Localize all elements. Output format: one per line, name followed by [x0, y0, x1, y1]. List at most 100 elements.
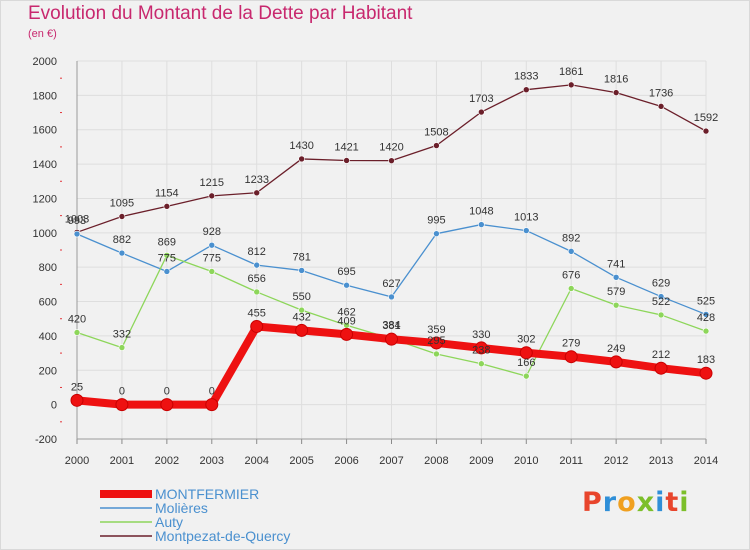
data-point: [340, 327, 354, 341]
data-point: [567, 81, 575, 89]
data-label: 462: [337, 306, 355, 318]
data-label: 249: [607, 343, 625, 355]
y-tick-label: -200: [35, 434, 57, 446]
data-label: 1592: [694, 112, 718, 124]
data-point: [522, 372, 530, 380]
data-point: [612, 301, 620, 309]
data-label: 775: [203, 252, 221, 264]
data-label: 25: [71, 381, 83, 393]
x-tick-label: 2008: [424, 455, 448, 467]
data-label: 1736: [649, 87, 673, 99]
data-point: [73, 329, 81, 336]
data-label: 1703: [469, 93, 493, 105]
x-tick-label: 2005: [289, 455, 313, 467]
legend-label: Auty: [155, 514, 183, 530]
y-tick-label: 400: [39, 331, 57, 343]
data-label: 0: [209, 386, 215, 398]
data-point: [433, 350, 440, 358]
data-point: [657, 103, 665, 110]
data-label: 1421: [334, 141, 358, 153]
axis-layer: -200020040060080010001200140016001800200…: [33, 56, 719, 467]
x-tick-label: 2010: [514, 455, 538, 467]
data-point: [388, 293, 395, 301]
data-label: 0: [164, 386, 170, 398]
data-label: 0: [119, 386, 125, 398]
data-point: [163, 252, 171, 259]
data-label: 579: [607, 286, 625, 298]
data-point: [522, 227, 530, 234]
data-point: [702, 311, 710, 318]
logo-letter: r: [602, 487, 618, 518]
data-label: 384: [382, 320, 400, 332]
data-point: [567, 248, 575, 255]
data-point: [429, 336, 443, 350]
x-tick-label: 2011: [559, 455, 583, 467]
data-point: [702, 127, 710, 135]
data-label-layer: 1003 1095 1154 1215 1233 1430 1421 1420 1508 1703…: [65, 66, 718, 398]
data-label: 381: [382, 320, 400, 332]
data-label: 993: [68, 215, 86, 227]
grid-layer: [76, 60, 707, 440]
data-point: [208, 192, 216, 200]
y-tick-label: 600: [39, 297, 57, 309]
data-label: 928: [203, 226, 221, 238]
y-tick-label: 800: [39, 262, 57, 274]
data-point: [474, 341, 488, 355]
data-point: [208, 268, 216, 275]
data-point: [163, 268, 171, 275]
y-tick-label: 1000: [33, 228, 57, 240]
data-point: [699, 366, 713, 380]
data-label: 330: [472, 329, 490, 341]
data-point: [70, 393, 84, 407]
y-tick-label: 200: [39, 365, 57, 377]
data-point: [478, 360, 485, 368]
data-point: [208, 241, 216, 249]
data-point: [253, 288, 261, 296]
data-label: 882: [113, 234, 131, 246]
data-point: [478, 108, 485, 116]
x-tick-label: 2013: [649, 455, 673, 467]
data-point: [564, 350, 578, 364]
unit-label: (en €): [28, 28, 57, 40]
data-label: 359: [427, 324, 445, 336]
series-layer: [70, 81, 713, 412]
x-tick-label: 2004: [244, 455, 268, 467]
data-point: [160, 398, 174, 412]
data-label: 295: [427, 335, 445, 347]
data-label: 1154: [155, 187, 179, 199]
data-label: 522: [652, 296, 670, 308]
data-point: [118, 213, 126, 220]
data-label: 1215: [200, 177, 224, 189]
data-label: 775: [158, 252, 176, 264]
legend-label: Montpezat-de-Quercy: [155, 528, 290, 544]
y-tick-label: 1800: [33, 90, 57, 102]
data-point: [702, 327, 710, 335]
data-label: 1095: [110, 197, 134, 209]
data-point: [388, 157, 395, 164]
data-point: [118, 344, 126, 351]
data-label: 1861: [559, 66, 583, 78]
data-point: [115, 398, 129, 412]
data-point: [343, 157, 350, 164]
x-tick-label: 2002: [155, 455, 179, 467]
data-point: [385, 332, 398, 346]
chart-title: Evolution du Montant de la Dette par Hab…: [28, 3, 413, 24]
x-tick-label: 2001: [110, 455, 134, 467]
data-label: 432: [292, 311, 310, 323]
x-tick-label: 2012: [604, 455, 628, 467]
data-label: 1420: [379, 142, 403, 154]
logo-letter: i: [655, 487, 666, 518]
data-point: [250, 319, 264, 333]
logo-letter: o: [617, 487, 637, 518]
data-point: [298, 155, 305, 163]
data-label: 812: [248, 246, 266, 258]
data-label: 279: [562, 338, 580, 350]
data-label: 550: [292, 291, 310, 303]
data-label: 183: [697, 354, 715, 366]
data-label: 869: [158, 236, 176, 248]
data-label: 695: [337, 266, 355, 278]
y-tick-label: 1400: [33, 159, 57, 171]
logo-letter: x: [636, 487, 656, 518]
data-point: [519, 346, 533, 360]
